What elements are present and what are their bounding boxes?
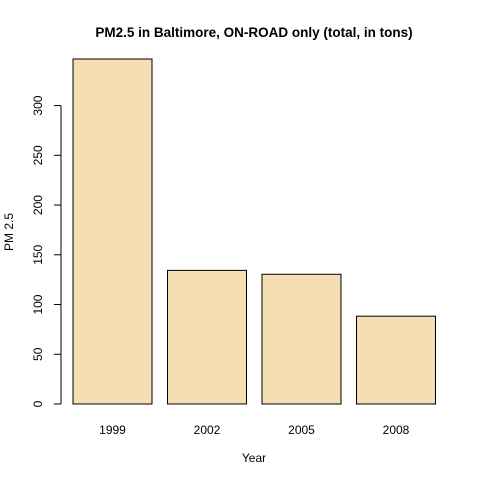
- x-tick-label: 2002: [194, 423, 221, 437]
- y-axis-label: PM 2.5: [2, 213, 16, 251]
- bar-2002: [167, 269, 247, 405]
- x-tick-label: 1999: [99, 423, 126, 437]
- chart-title: PM2.5 in Baltimore, ON-ROAD only (total,…: [95, 25, 412, 40]
- y-tick-label: 100: [31, 294, 45, 314]
- y-axis: 0 50 100 150 200 250 300: [31, 95, 62, 407]
- x-axis-labels: 1999 2002 2005 2008: [99, 423, 410, 437]
- bar-2008: [356, 315, 436, 405]
- y-tick-label: 200: [31, 195, 45, 215]
- y-tick-label: 50: [31, 347, 45, 361]
- x-axis-label: Year: [242, 451, 266, 465]
- x-tick-label: 2008: [383, 423, 410, 437]
- y-tick-label: 300: [31, 95, 45, 115]
- y-tick-label: 0: [31, 400, 45, 407]
- x-tick-label: 2005: [288, 423, 315, 437]
- bars-group: [72, 58, 436, 405]
- bar-1999: [72, 58, 153, 405]
- y-tick-label: 250: [31, 145, 45, 165]
- bar-2005: [261, 273, 342, 405]
- y-tick-label: 150: [31, 244, 45, 264]
